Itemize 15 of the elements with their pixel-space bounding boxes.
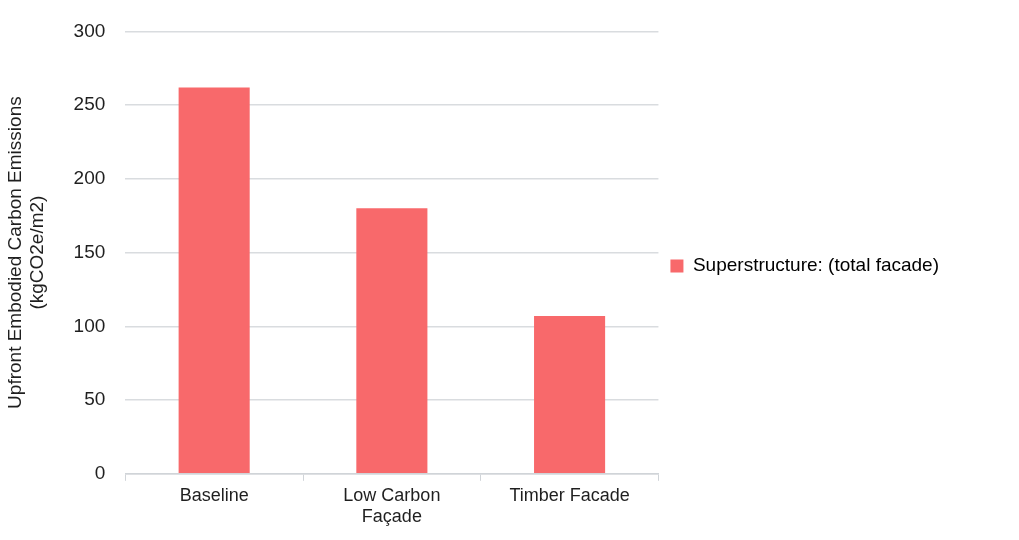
bar bbox=[356, 208, 428, 474]
y-tick-label: 0 bbox=[94, 462, 106, 484]
x-tick-label: Timber Facade bbox=[509, 484, 630, 505]
y-tick-label: 150 bbox=[73, 240, 106, 262]
x-tick-label: Baseline bbox=[179, 484, 249, 505]
y-tick-label: 300 bbox=[73, 19, 106, 41]
bar bbox=[178, 87, 250, 474]
y-axis-title: Upfront Embodied Carbon Emissions (kgCO2e/m2) bbox=[3, 96, 48, 409]
legend-label: Superstructure: (total facade) bbox=[692, 254, 940, 276]
x-tick-label: Low Carbon Façade bbox=[343, 484, 441, 527]
y-tick-label: 200 bbox=[73, 167, 106, 189]
y-tick-label: 250 bbox=[73, 93, 106, 115]
bar bbox=[534, 316, 606, 474]
y-tick-label: 50 bbox=[84, 388, 106, 410]
y-tick-label: 100 bbox=[73, 314, 106, 336]
